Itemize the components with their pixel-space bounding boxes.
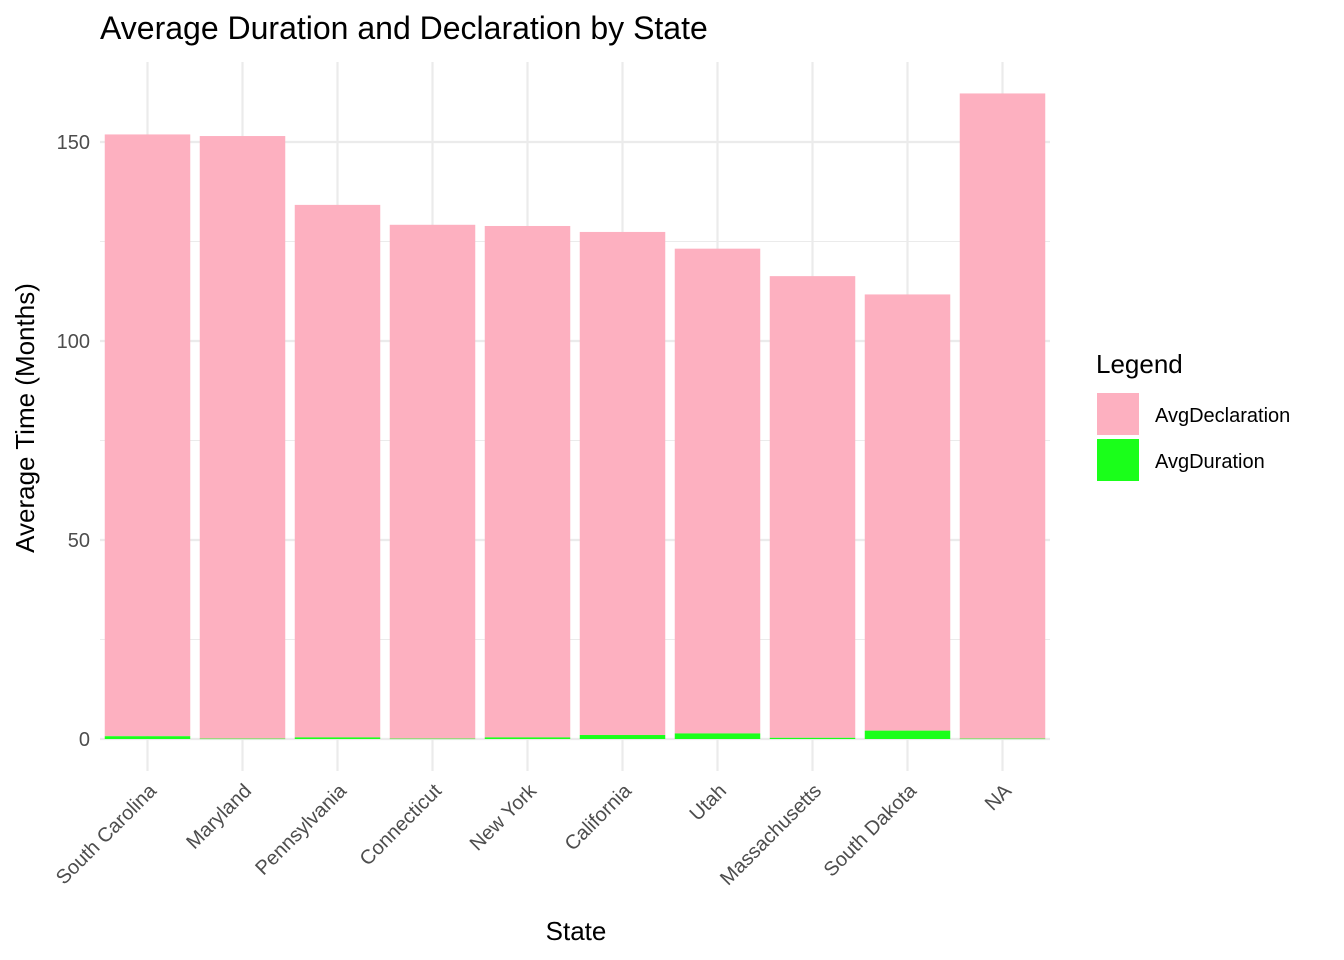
y-tick-label: 100 [57,331,90,353]
x-tick-label: Connecticut [356,780,447,871]
bar-avgdeclaration-california [579,231,666,736]
legend-key-avgduration [1097,439,1139,481]
x-tick-label: Pennsylvania [251,779,351,879]
bar-avgduration-south-dakota [864,730,951,739]
bar-avgduration-connecticut [389,738,476,740]
chart-title: Average Duration and Declaration by Stat… [100,10,708,46]
bar-avgduration-new-york [484,737,571,739]
bar-avgdeclaration-south-dakota [864,294,951,731]
x-tick-label: New York [466,779,542,855]
bar-avgdeclaration-maryland [199,136,286,739]
bar-avgduration-pennsylvania [294,737,381,739]
bar-avgduration-massachusetts [769,737,856,739]
y-axis-title: Average Time (Months) [10,283,40,553]
x-tick-label: South Dakota [820,779,922,881]
x-tick-label: South Carolina [52,779,162,889]
bar-avgduration-maryland [199,738,286,740]
bar-avgdeclaration-na [959,93,1046,739]
legend-label-avgdeclaration: AvgDeclaration [1155,405,1290,427]
legend-label-avgduration: AvgDuration [1155,451,1265,473]
bar-avgdeclaration-utah [674,248,761,734]
legend-title: Legend [1096,349,1183,379]
y-axis-ticks: 0 50 100 150 [57,132,90,751]
y-tick-label: 150 [57,132,90,154]
x-tick-label: NA [981,780,1017,816]
y-tick-label: 50 [68,530,90,552]
x-tick-label: Massachusetts [716,780,826,890]
bar-avgdeclaration-pennsylvania [294,204,381,738]
legend: Legend AvgDeclaration AvgDuration [1096,349,1290,481]
bar-avgdeclaration-connecticut [389,224,476,739]
bar-avgdeclaration-south-carolina [104,134,191,737]
bar-avgduration-california [579,735,666,739]
bar-avgduration-south-carolina [104,736,191,739]
x-tick-label: Utah [686,780,731,825]
plot-bars [104,93,1046,740]
y-tick-label: 0 [79,729,90,751]
legend-key-avgdeclaration [1097,393,1139,435]
bar-avgdeclaration-massachusetts [769,276,856,738]
x-tick-label: California [561,779,637,855]
x-tick-label: Maryland [182,780,256,854]
x-axis-title: State [546,916,607,946]
bar-avgduration-na [959,738,1046,740]
bar-avgduration-utah [674,733,761,739]
bar-avgdeclaration-new-york [484,225,571,738]
